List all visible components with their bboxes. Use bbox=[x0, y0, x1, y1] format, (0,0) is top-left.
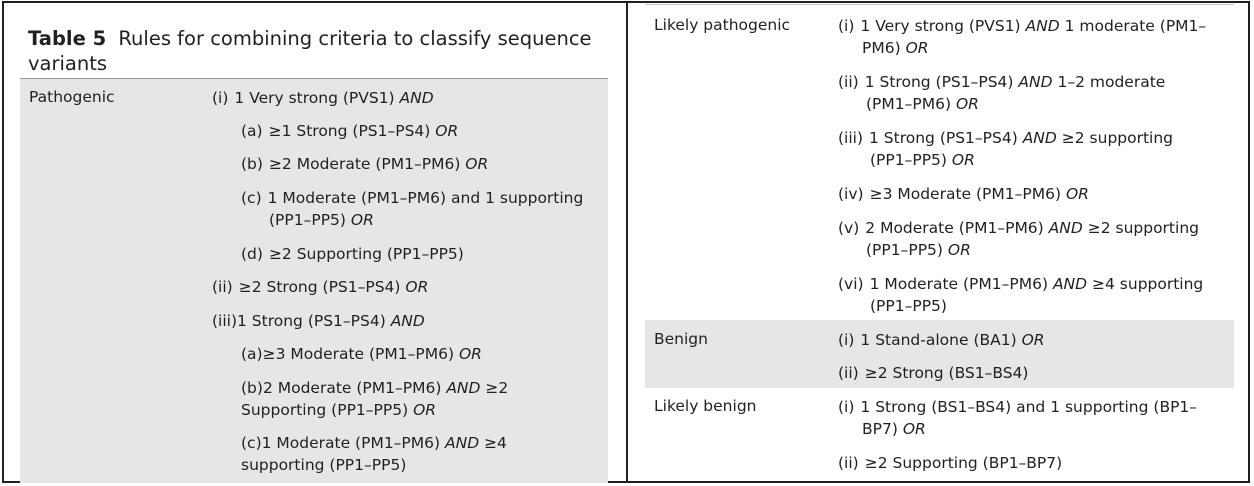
column-divider bbox=[626, 1, 628, 483]
rule-item-cont: BP7) OR bbox=[862, 420, 926, 438]
rule-item: (vi) 1 Moderate (PM1–PM6) AND ≥4 supporti… bbox=[838, 275, 1204, 293]
rule-subitem: (b) ≥2 Moderate (PM1–PM6) OR bbox=[241, 155, 489, 173]
category-benign: Benign bbox=[654, 330, 708, 348]
rule-item: (ii) ≥2 Strong (BS1–BS4) bbox=[838, 364, 1029, 382]
rule-item: (v) 2 Moderate (PM1–PM6) AND ≥2 supportin… bbox=[838, 219, 1199, 237]
rule-item: (ii) ≥2 Strong (PS1–PS4) OR bbox=[212, 278, 429, 296]
rule-subitem: (c)1 Moderate (PM1–PM6) AND ≥4 bbox=[241, 434, 507, 452]
rule-item: (iii) 1 Strong (PS1–PS4) AND ≥2 supportin… bbox=[838, 129, 1174, 147]
rule-item: (i) 1 Stand-alone (BA1) OR bbox=[838, 331, 1045, 349]
rule-item-cont: PM6) OR bbox=[862, 39, 929, 57]
rule-subitem-cont: Supporting (PP1–PP5) OR bbox=[241, 401, 437, 419]
rule-subitem: (d) ≥2 Supporting (PP1–PP5) bbox=[241, 245, 464, 263]
rule-item: (ii) 1 Strong (PS1–PS4) AND 1–2 moderate bbox=[838, 73, 1166, 91]
rule-item: (iii)1 Strong (PS1–PS4) AND bbox=[212, 312, 425, 330]
table-caption: Table 5 Rules for combining criteria to … bbox=[28, 26, 608, 76]
category-likely-benign: Likely benign bbox=[654, 397, 757, 415]
rule-item-cont: (PP1–PP5) bbox=[870, 297, 947, 315]
rule-item: (i) 1 Strong (BS1–BS4) and 1 supporting (… bbox=[838, 398, 1198, 416]
category-pathogenic: Pathogenic bbox=[29, 88, 115, 106]
continuation-rule bbox=[645, 4, 1234, 5]
caption-rule bbox=[20, 78, 608, 79]
rule-subitem: (a)≥3 Moderate (PM1–PM6) OR bbox=[241, 345, 482, 363]
table-title: Rules for combining criteria to classify… bbox=[28, 27, 592, 75]
table-number: Table 5 bbox=[28, 27, 107, 50]
rule-item-cont: (PM1–PM6) OR bbox=[866, 95, 979, 113]
rule-subitem: (c) 1 Moderate (PM1–PM6) and 1 supporting bbox=[241, 189, 584, 207]
rule-item-cont: (PP1–PP5) OR bbox=[866, 241, 971, 259]
rule-item: (i) 1 Very strong (PVS1) AND 1 moderate (… bbox=[838, 17, 1207, 35]
rule-subitem-cont: supporting (PP1–PP5) bbox=[241, 456, 407, 474]
rule-item-cont: (PP1–PP5) OR bbox=[870, 151, 975, 169]
pathogenic-row bbox=[20, 79, 608, 483]
rule-item: (iv) ≥3 Moderate (PM1–PM6) OR bbox=[838, 185, 1089, 203]
rule-item: (i) 1 Very strong (PVS1) AND bbox=[212, 89, 434, 107]
rule-subitem-cont: (PP1–PP5) OR bbox=[269, 211, 374, 229]
rule-subitem: (b)2 Moderate (PM1–PM6) AND ≥2 bbox=[241, 379, 509, 397]
benign-row bbox=[645, 320, 1234, 388]
rule-subitem: (a) ≥1 Strong (PS1–PS4) OR bbox=[241, 122, 459, 140]
category-likely-pathogenic: Likely pathogenic bbox=[654, 16, 791, 34]
rule-item: (ii) ≥2 Supporting (BP1–BP7) bbox=[838, 454, 1063, 472]
